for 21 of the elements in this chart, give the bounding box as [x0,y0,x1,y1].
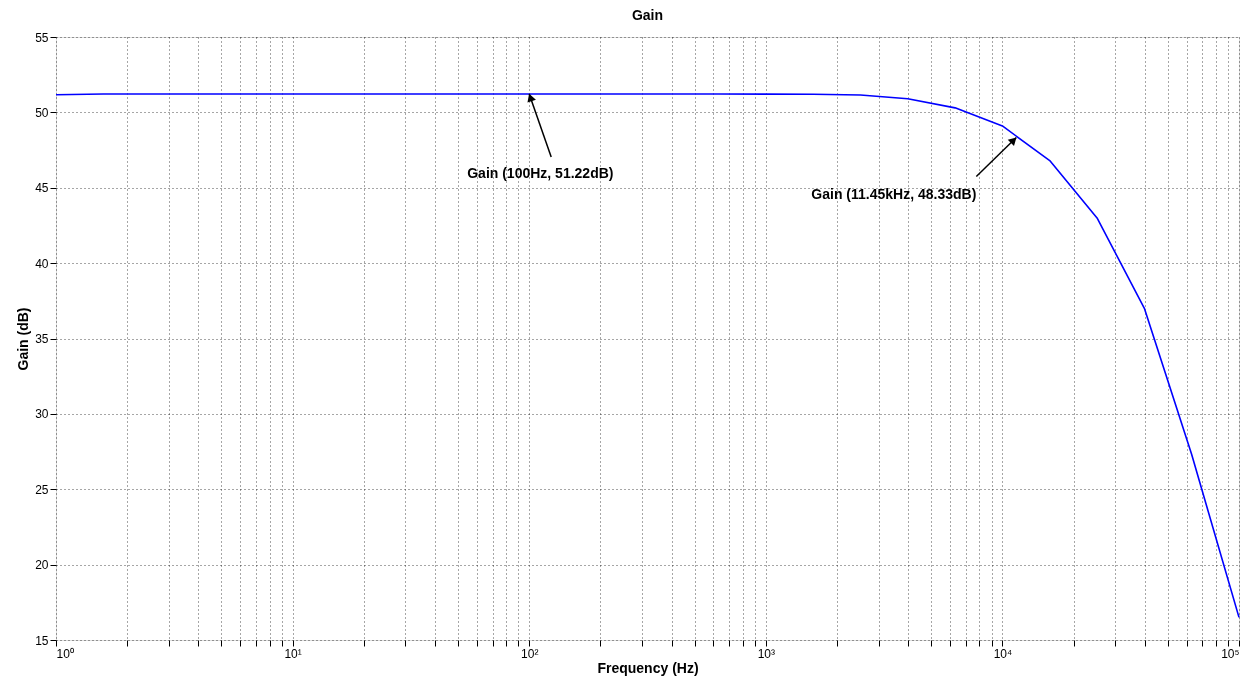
y-tick-label: 55 [35,30,49,45]
y-tick-label: 25 [35,482,49,497]
y-tick-label: 20 [35,558,49,573]
y-tick-label: 15 [35,633,49,648]
x-tick-label: 10⁵ [1221,646,1240,661]
chart-title: Gain [631,7,664,23]
x-tick-label: 10² [521,646,539,661]
y-tick-label: 50 [35,105,49,120]
x-tick-label: 10¹ [284,646,302,661]
line-series [55,93,1240,619]
y-tick-label: 40 [35,256,49,271]
y-tick-label: 45 [35,181,49,196]
annotation: Gain (11.45kHz, 48.33dB) [811,185,977,202]
x-tick-label: 10⁴ [993,646,1013,661]
y-tick-label: 30 [35,407,49,422]
x-tick-label: 10³ [757,646,775,661]
x-axis-title: Frequency (Hz) [597,659,699,676]
x-tick-label: 10⁰ [56,646,74,661]
y-tick-label: 35 [35,332,49,346]
annotation: Gain (100Hz, 51.22dB) [467,164,614,181]
y-axis-title: Gain (dB) [15,307,32,371]
